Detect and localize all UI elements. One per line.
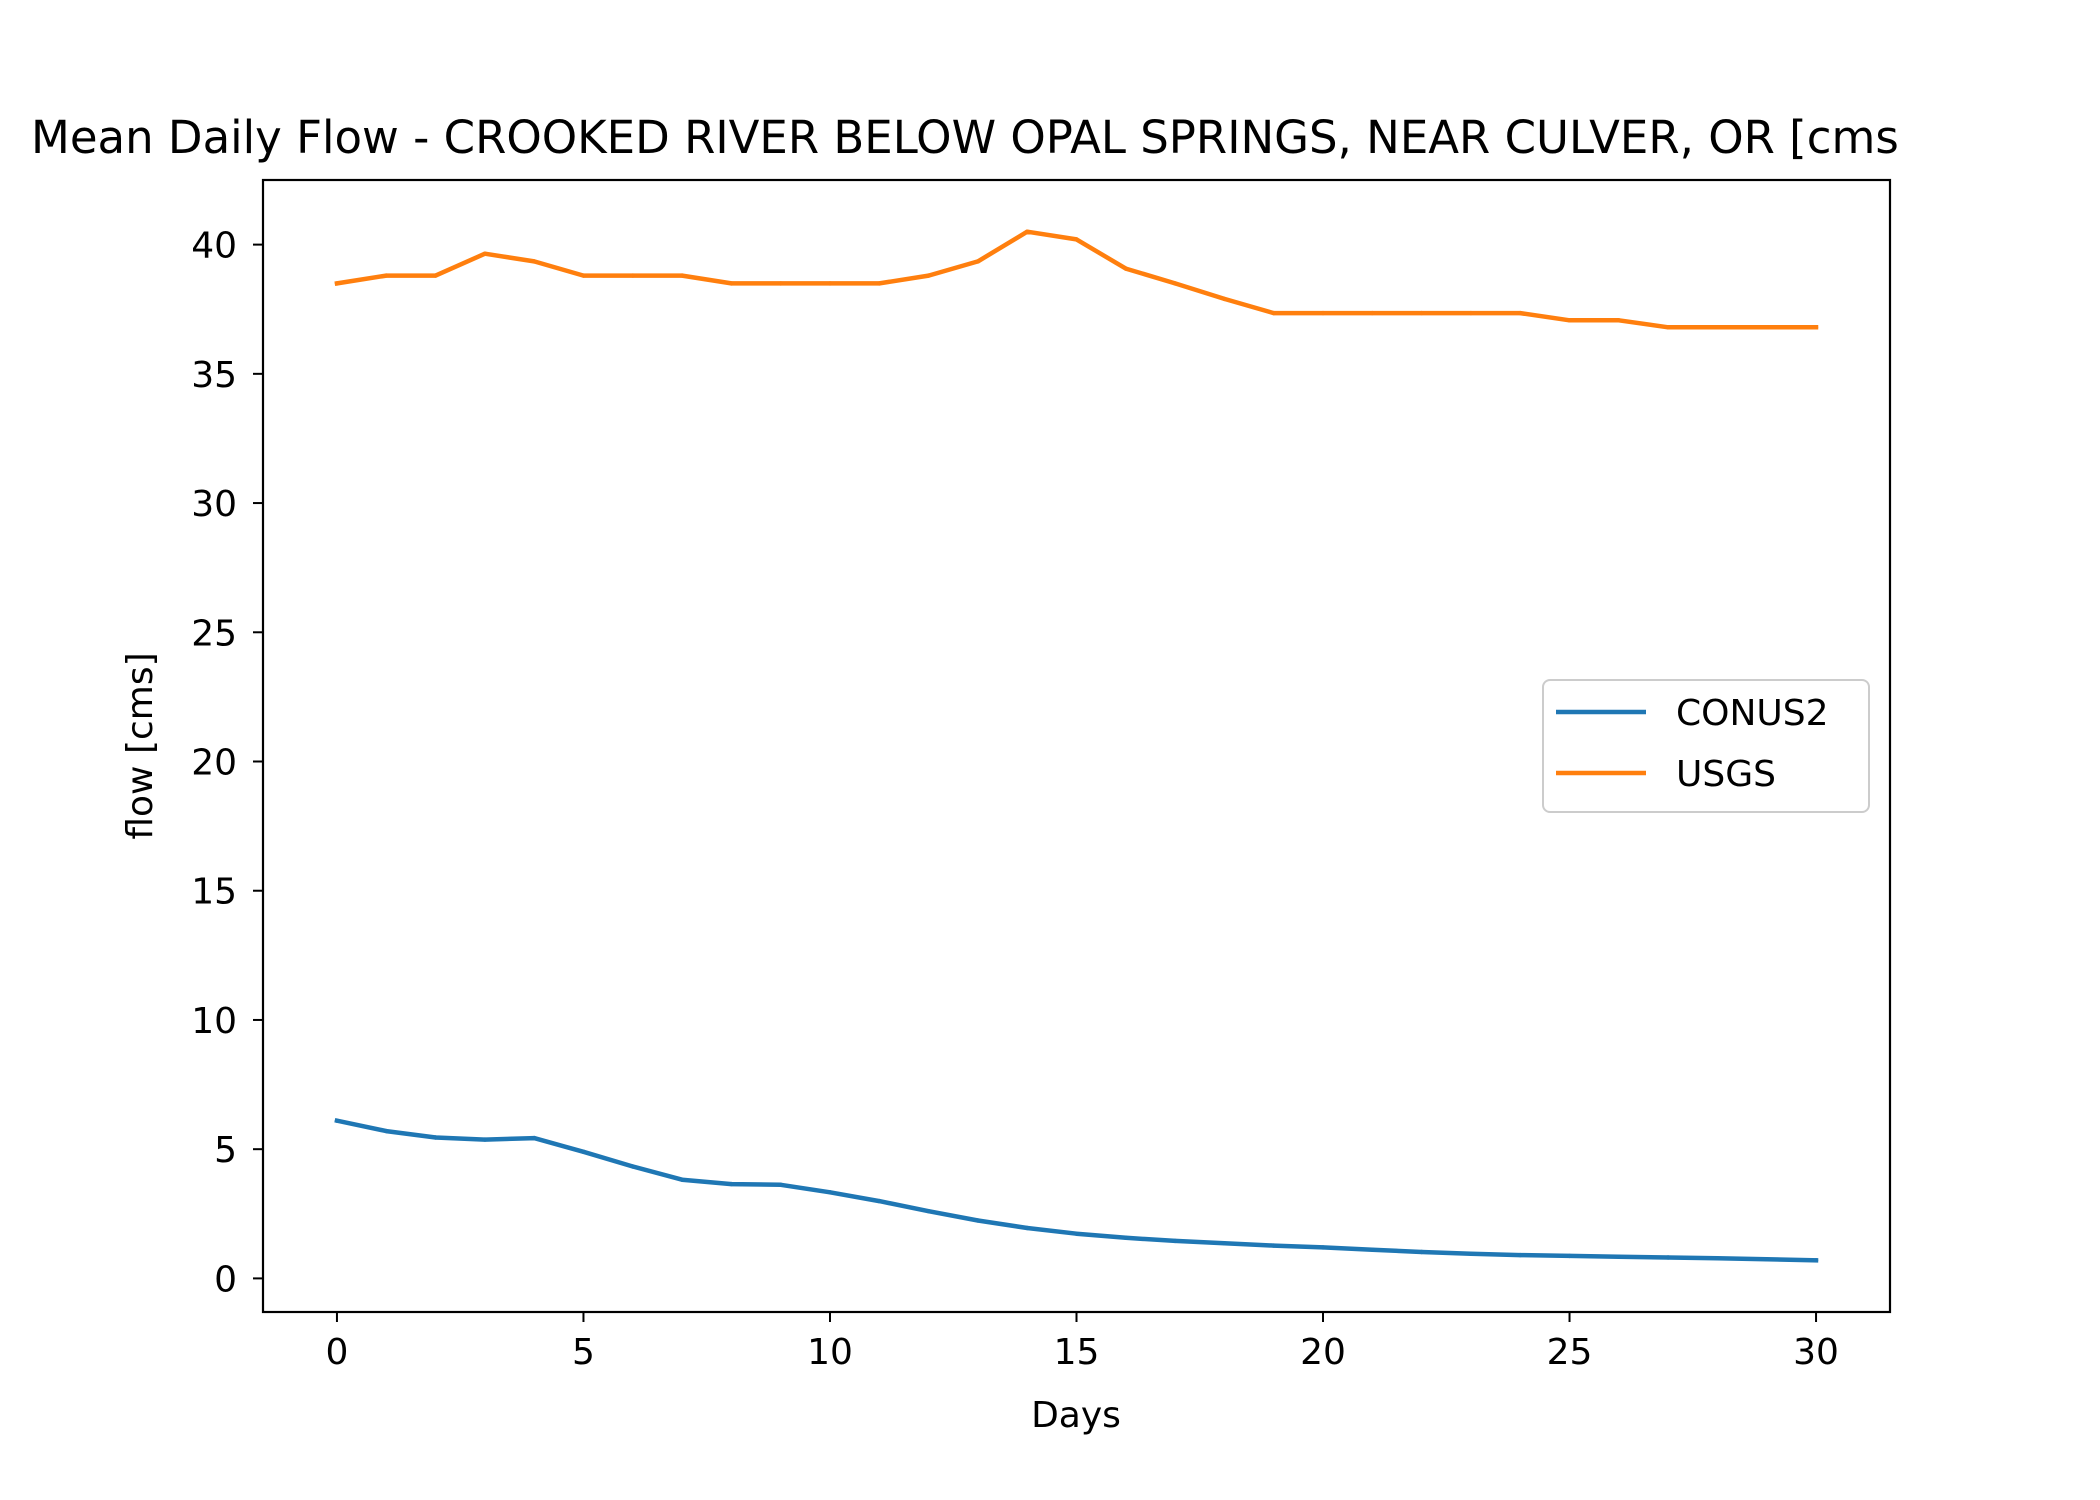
- x-tick-label: 5: [572, 1332, 595, 1373]
- x-tick-label: 10: [807, 1332, 853, 1373]
- data-point-conus2: [1715, 1256, 1720, 1261]
- y-axis: 0 5 10 15 20 25 30 35 40: [191, 226, 263, 1300]
- data-point-conus2: [384, 1128, 389, 1134]
- data-point-usgs: [975, 259, 981, 264]
- x-axis: 0 5 10 15 20 25 30: [326, 1312, 1839, 1373]
- y-tick-label: 5: [214, 1130, 237, 1171]
- data-point-usgs: [581, 273, 586, 278]
- data-point-conus2: [532, 1135, 537, 1141]
- data-point-conus2: [1468, 1251, 1474, 1257]
- data-point-conus2: [1123, 1235, 1129, 1241]
- data-point-usgs: [679, 273, 685, 278]
- y-tick-label: 20: [191, 743, 237, 784]
- y-tick-label: 10: [191, 1001, 237, 1042]
- data-point-conus2: [1271, 1243, 1276, 1248]
- data-point-usgs: [877, 281, 882, 286]
- y-tick-label: 35: [191, 355, 237, 396]
- data-point-conus2: [630, 1164, 635, 1169]
- data-point-conus2: [1320, 1245, 1326, 1250]
- x-axis-label: Days: [1031, 1395, 1121, 1436]
- data-point-usgs: [1665, 325, 1671, 330]
- y-tick-label: 0: [214, 1259, 237, 1300]
- legend: CONUS2 USGS: [1542, 679, 1870, 813]
- data-point-conus2: [975, 1218, 981, 1223]
- data-point-usgs: [1518, 310, 1523, 316]
- data-point-usgs: [778, 281, 783, 286]
- y-tick-label: 40: [191, 226, 237, 267]
- data-point-usgs: [1764, 325, 1769, 330]
- data-point-usgs: [1271, 310, 1276, 316]
- data-point-conus2: [1074, 1231, 1079, 1236]
- data-point-conus2: [1222, 1241, 1227, 1246]
- data-point-usgs: [926, 273, 931, 278]
- data-point-conus2: [1813, 1258, 1819, 1263]
- data-point-conus2: [1025, 1225, 1030, 1231]
- data-point-conus2: [334, 1118, 340, 1123]
- data-point-usgs: [384, 273, 389, 278]
- data-point-usgs: [532, 259, 537, 264]
- data-point-usgs: [1616, 318, 1622, 323]
- data-point-conus2: [433, 1135, 438, 1140]
- data-point-usgs: [1370, 310, 1375, 316]
- y-tick-label: 30: [191, 484, 237, 525]
- data-point-conus2: [926, 1209, 931, 1214]
- data-point-usgs: [1172, 281, 1178, 286]
- x-tick-label: 25: [1547, 1332, 1593, 1373]
- data-point-usgs: [334, 281, 340, 286]
- data-point-conus2: [1616, 1254, 1622, 1259]
- data-point-conus2: [679, 1177, 685, 1182]
- x-tick-label: 0: [326, 1332, 349, 1373]
- y-axis-label: flow [cms]: [120, 652, 161, 839]
- data-point-usgs: [630, 273, 635, 278]
- data-point-usgs: [1222, 296, 1227, 302]
- data-point-usgs: [1419, 310, 1424, 316]
- data-point-conus2: [1370, 1247, 1375, 1252]
- chart-title: Mean Daily Flow - CROOKED RIVER BELOW OP…: [31, 111, 1899, 164]
- data-point-conus2: [1518, 1252, 1523, 1258]
- x-tick-label: 20: [1300, 1332, 1346, 1373]
- series-layer: [334, 229, 1819, 1263]
- data-point-usgs: [827, 281, 833, 286]
- x-tick-label: 30: [1793, 1332, 1839, 1373]
- data-point-conus2: [1665, 1255, 1671, 1260]
- data-point-usgs: [1715, 325, 1720, 330]
- data-point-usgs: [482, 251, 488, 256]
- data-point-conus2: [581, 1149, 586, 1155]
- x-tick-label: 15: [1054, 1332, 1100, 1373]
- y-tick-label: 25: [191, 613, 237, 654]
- data-point-conus2: [1172, 1238, 1178, 1244]
- y-tick-label: 15: [191, 872, 237, 913]
- data-point-usgs: [1567, 318, 1572, 323]
- data-point-conus2: [1567, 1253, 1572, 1259]
- data-point-conus2: [1419, 1249, 1424, 1255]
- data-point-usgs: [1813, 325, 1819, 330]
- data-point-usgs: [1074, 237, 1079, 242]
- data-point-usgs: [1320, 310, 1326, 316]
- data-point-conus2: [827, 1190, 833, 1195]
- data-point-conus2: [482, 1137, 488, 1142]
- data-point-conus2: [877, 1198, 882, 1204]
- data-point-conus2: [778, 1182, 783, 1188]
- data-point-usgs: [1468, 310, 1474, 316]
- legend-label: USGS: [1676, 754, 1776, 795]
- data-point-usgs: [433, 273, 438, 278]
- legend-label: CONUS2: [1676, 693, 1829, 734]
- data-point-usgs: [1025, 229, 1030, 234]
- data-point-usgs: [729, 281, 734, 286]
- data-point-conus2: [1764, 1257, 1769, 1262]
- data-point-usgs: [1123, 266, 1129, 271]
- data-point-conus2: [729, 1181, 734, 1187]
